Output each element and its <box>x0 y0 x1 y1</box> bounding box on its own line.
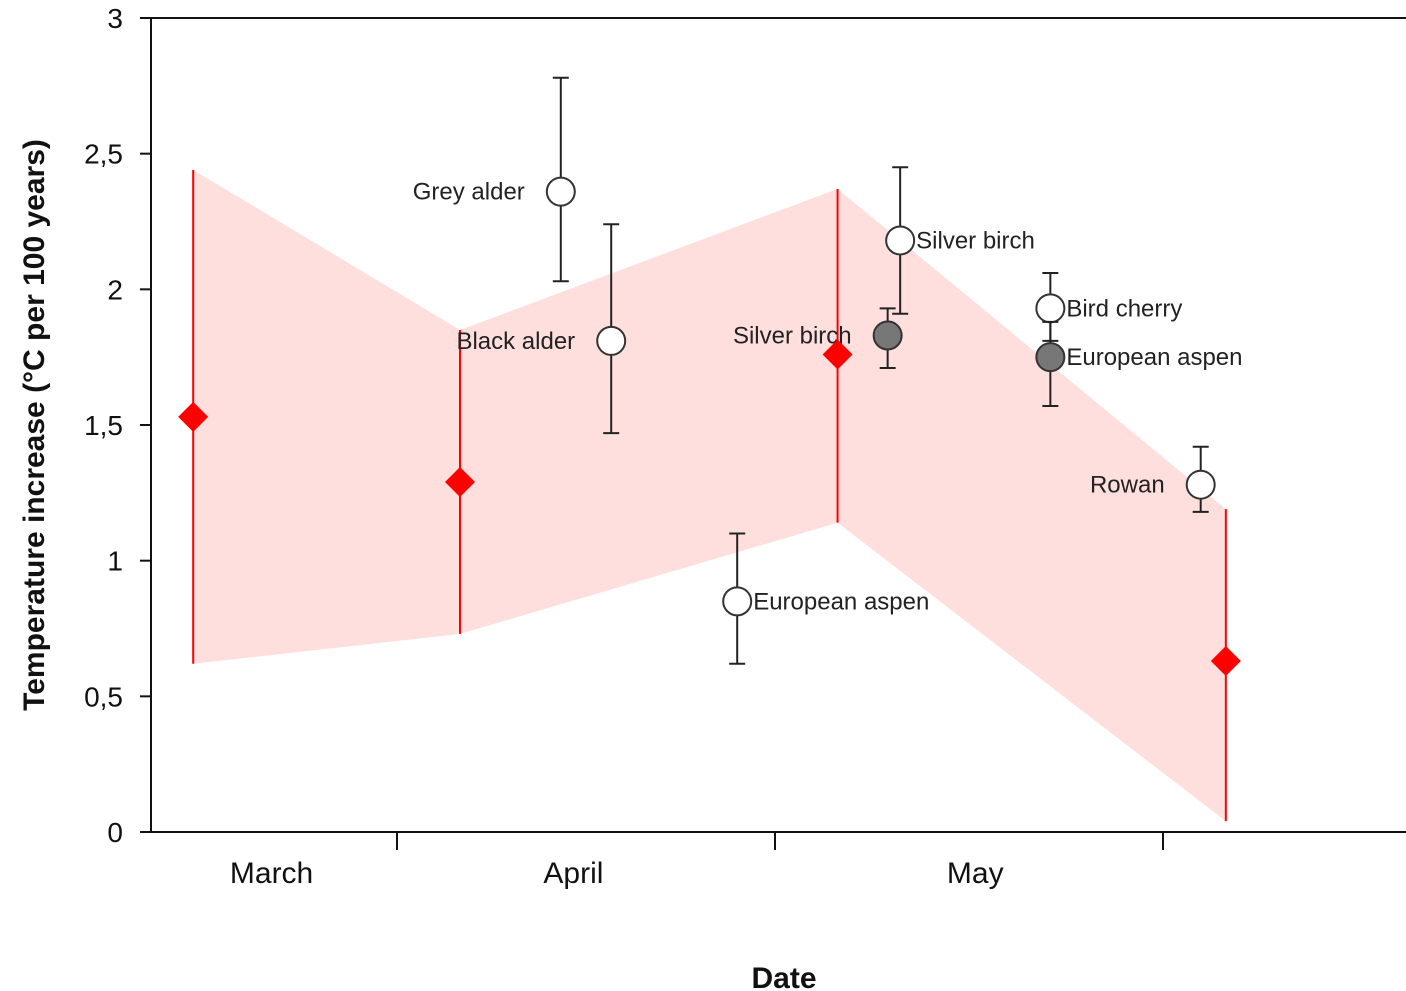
temperature-band-area <box>193 169 1226 822</box>
open-circle-marker <box>722 586 753 617</box>
species-label: Rowan <box>1090 472 1165 499</box>
filled-circle-marker <box>1035 342 1066 373</box>
y-tick-label: 2,5 <box>84 139 123 170</box>
temperature-diamond-marker <box>178 401 209 432</box>
y-tick-label: 1 <box>107 546 123 577</box>
x-axis-title: Date <box>751 962 816 991</box>
y-tick-label: 0 <box>107 817 123 848</box>
temperature-markers <box>178 339 1241 677</box>
x-ticks: March April May <box>230 832 1164 890</box>
y-ticks: 0 0,5 1 1,5 2 2,5 3 <box>84 3 151 848</box>
species-point: Grey alder <box>413 76 576 283</box>
open-circle-marker <box>885 225 916 256</box>
species-point: Rowan <box>1090 445 1216 513</box>
y-tick-label: 3 <box>107 3 123 34</box>
species-markers: Grey alder Black alder European aspen Silve… <box>413 76 1243 665</box>
open-circle-marker <box>545 176 576 207</box>
species-label: Silver birch <box>916 227 1035 254</box>
temperature-band-layer <box>192 169 1227 822</box>
species-label: European aspen <box>1066 344 1242 371</box>
species-label: Silver birch <box>733 322 852 349</box>
species-point: European aspen <box>1035 320 1243 408</box>
open-circle-marker <box>1035 293 1066 324</box>
x-month-label: May <box>947 857 1004 890</box>
temperature-diamond-marker <box>822 339 853 370</box>
species-point: European aspen <box>722 532 929 665</box>
species-point: Silver birch <box>733 307 903 370</box>
species-label: Bird cherry <box>1066 295 1182 322</box>
y-tick-label: 2 <box>107 274 123 305</box>
filled-circle-marker <box>872 320 903 351</box>
species-label: Grey alder <box>413 179 525 206</box>
x-month-label: April <box>543 857 603 890</box>
open-circle-marker <box>1185 469 1216 500</box>
open-circle-marker <box>596 325 627 356</box>
y-axis-title: Temperature increase (°C per 100 years) <box>18 139 51 711</box>
species-point: Silver birch <box>885 166 1035 315</box>
temperature-diamond-marker <box>1210 646 1241 677</box>
x-month-label: March <box>230 857 313 890</box>
y-tick-label: 1,5 <box>84 410 123 441</box>
y-tick-label: 0,5 <box>84 681 123 712</box>
species-label: Black alder <box>456 328 575 355</box>
species-point: Black alder <box>456 223 627 435</box>
species-label: European aspen <box>753 588 929 615</box>
temperature-diamond-marker <box>445 466 475 497</box>
species-point: Bird cherry <box>1035 272 1182 342</box>
